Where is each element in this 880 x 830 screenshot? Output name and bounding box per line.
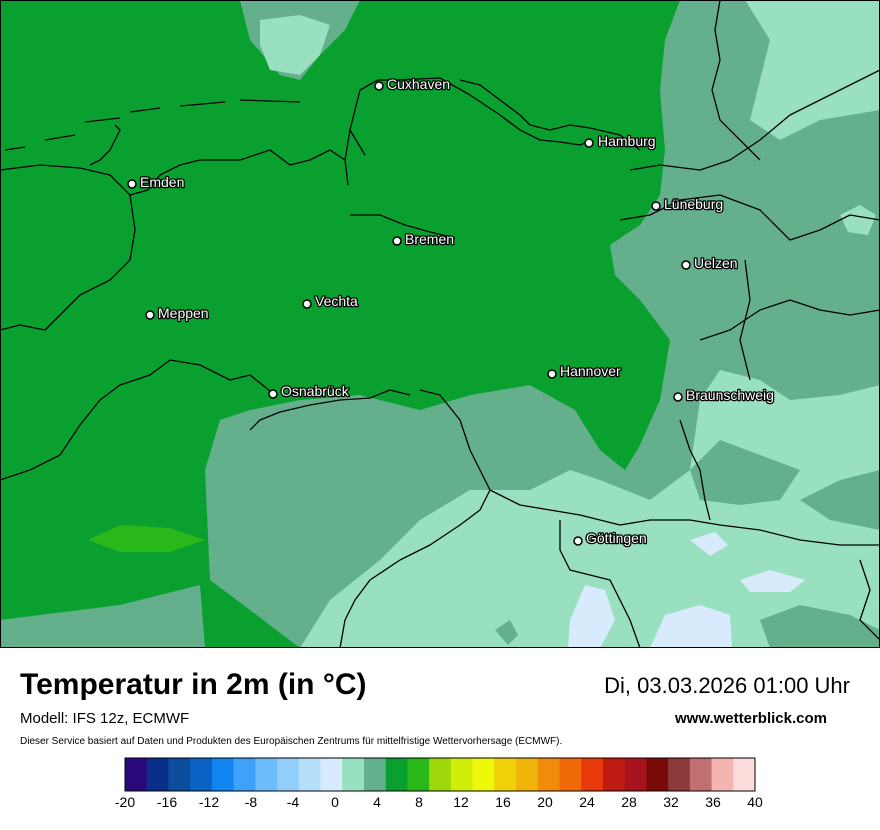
city-label-braunschweig: Braunschweig bbox=[686, 387, 774, 403]
city-hannover[interactable]: Hannover bbox=[547, 362, 622, 380]
legend-swatch bbox=[624, 758, 647, 791]
region-cool-south bbox=[300, 370, 880, 648]
region-mid-spot-2 bbox=[760, 605, 880, 648]
legend-tick-label: 0 bbox=[331, 794, 339, 810]
legend-swatch bbox=[494, 758, 517, 791]
temperature-map: Cuxhaven Hamburg Emden Lüneburg Bremen U… bbox=[0, 0, 880, 648]
region-cool-northcoast bbox=[260, 15, 330, 75]
forecast-datetime: Di, 03.03.2026 01:00 Uhr bbox=[604, 673, 850, 698]
city-label-meppen: Meppen bbox=[158, 305, 209, 321]
legend-swatch bbox=[190, 758, 213, 791]
legend-swatch bbox=[711, 758, 734, 791]
legend-swatch bbox=[125, 758, 148, 791]
legend-tick-label: 28 bbox=[621, 794, 637, 810]
legend-swatch bbox=[429, 758, 452, 791]
map-footer: -20 -16 -12 -8 -4 0 4 8 12 16 20 24 28 32 36 40 Tempera… bbox=[0, 648, 880, 830]
region-mid-spot-4 bbox=[15, 620, 55, 640]
map-title: Temperatur in 2m (in °C) bbox=[20, 668, 367, 701]
legend-swatch bbox=[559, 758, 582, 791]
city-label-uelzen: Uelzen bbox=[694, 255, 738, 271]
legend-swatch bbox=[342, 758, 365, 791]
legend-tick-label: 4 bbox=[373, 794, 381, 810]
legend-swatch bbox=[646, 758, 669, 791]
city-osnabrueck[interactable]: Osnabrück bbox=[268, 382, 351, 400]
region-warm-south-lobe bbox=[210, 375, 640, 470]
region-cool-northeast bbox=[745, 0, 880, 140]
city-goettingen[interactable]: Göttingen bbox=[573, 529, 648, 547]
city-label-vechta: Vechta bbox=[315, 293, 358, 309]
website-link[interactable]: www.wetterblick.com bbox=[675, 710, 827, 727]
city-label-hamburg: Hamburg bbox=[598, 133, 656, 149]
city-label-bremen: Bremen bbox=[405, 231, 454, 247]
legend-swatch bbox=[407, 758, 430, 791]
legend-swatch bbox=[450, 758, 474, 791]
region-warm-spot bbox=[88, 525, 205, 552]
city-uelzen[interactable]: Uelzen bbox=[681, 254, 739, 272]
city-bremen[interactable]: Bremen bbox=[392, 230, 455, 248]
legend-tick-label: -16 bbox=[157, 794, 177, 810]
legend-tick-label: 40 bbox=[747, 794, 763, 810]
legend-swatch bbox=[537, 758, 560, 791]
city-braunschweig[interactable]: Braunschweig bbox=[673, 386, 775, 404]
legend-tick-label: 24 bbox=[579, 794, 595, 810]
region-mid-spot-1 bbox=[690, 440, 800, 505]
legend-swatch bbox=[320, 758, 343, 791]
city-label-emden: Emden bbox=[140, 174, 184, 190]
city-hamburg[interactable]: Hamburg bbox=[584, 132, 657, 150]
city-lueneburg[interactable]: Lüneburg bbox=[651, 195, 724, 213]
legend-frame bbox=[124, 757, 756, 792]
legend-swatch bbox=[668, 758, 691, 791]
legend-tick-label: -12 bbox=[199, 794, 219, 810]
city-meppen[interactable]: Meppen bbox=[145, 304, 210, 322]
city-label-osnabrueck: Osnabrück bbox=[281, 383, 350, 399]
legend-swatch bbox=[733, 758, 756, 791]
legend-swatch bbox=[255, 758, 278, 791]
legend-swatch bbox=[385, 758, 408, 791]
region-cold-4 bbox=[690, 532, 728, 556]
legend-swatch bbox=[168, 758, 191, 791]
region-cool-east bbox=[840, 205, 876, 235]
boundaries bbox=[0, 0, 880, 648]
city-emden[interactable]: Emden bbox=[127, 173, 186, 191]
city-markers: Cuxhaven Hamburg Emden Lüneburg Bremen U… bbox=[127, 75, 775, 547]
region-mid-spot-3 bbox=[495, 620, 518, 645]
legend-tick-label: 12 bbox=[453, 794, 469, 810]
temperature-legend: -20 -16 -12 -8 -4 0 4 8 12 16 20 24 28 32 36 40 bbox=[115, 757, 763, 810]
legend-swatch bbox=[581, 758, 604, 791]
legend-swatch bbox=[233, 758, 256, 791]
legend-tick-label: -4 bbox=[287, 794, 300, 810]
legend-tick-label: -20 bbox=[115, 794, 135, 810]
city-label-cuxhaven: Cuxhaven bbox=[387, 76, 450, 92]
disclaimer: Dieser Service basiert auf Daten und Pro… bbox=[20, 736, 563, 747]
legend-tick-label: 20 bbox=[537, 794, 553, 810]
city-cuxhaven[interactable]: Cuxhaven bbox=[374, 75, 451, 93]
city-label-lueneburg: Lüneburg bbox=[664, 196, 723, 212]
legend-tick-label: 32 bbox=[663, 794, 679, 810]
legend-swatch bbox=[689, 758, 713, 791]
legend-swatch bbox=[277, 758, 300, 791]
legend-tick-label: 8 bbox=[415, 794, 423, 810]
city-vechta[interactable]: Vechta bbox=[302, 292, 359, 310]
city-label-goettingen: Göttingen bbox=[586, 530, 647, 546]
legend-swatch bbox=[298, 758, 322, 791]
region-cold-2 bbox=[650, 605, 732, 648]
legend-swatch bbox=[363, 758, 387, 791]
region-cold-3 bbox=[740, 570, 805, 592]
legend-tick-label: 16 bbox=[495, 794, 511, 810]
legend-swatch bbox=[602, 758, 626, 791]
legend-tick-label: -8 bbox=[245, 794, 258, 810]
city-label-hannover: Hannover bbox=[560, 363, 621, 379]
legend-swatch bbox=[472, 758, 495, 791]
legend-tick-label: 36 bbox=[705, 794, 721, 810]
legend-swatch bbox=[516, 758, 539, 791]
region-cold-1 bbox=[568, 585, 615, 648]
legend-swatch bbox=[211, 758, 235, 791]
legend-swatch bbox=[146, 758, 169, 791]
model-info: Modell: IFS 12z, ECMWF bbox=[20, 710, 190, 727]
